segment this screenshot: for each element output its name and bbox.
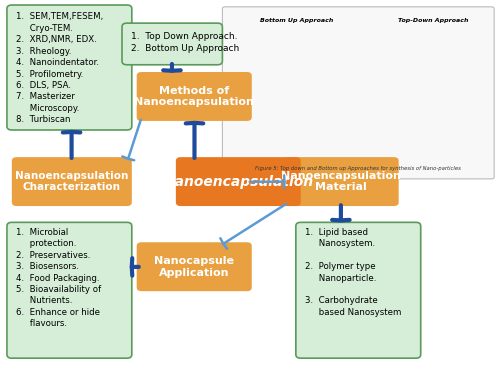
Text: Methods of
Nanoencapsulation: Methods of Nanoencapsulation [134, 86, 254, 107]
FancyBboxPatch shape [137, 72, 252, 121]
FancyBboxPatch shape [223, 7, 494, 179]
FancyBboxPatch shape [7, 5, 132, 130]
FancyBboxPatch shape [296, 222, 421, 358]
Text: 1.  SEM,TEM,FESEM,
     Cryo-TEM.
2.  XRD,NMR, EDX.
3.  Rheology.
4.  Nanoindent: 1. SEM,TEM,FESEM, Cryo-TEM. 2. XRD,NMR, … [16, 12, 103, 124]
Text: 1.  Lipid based
     Nanosystem.

2.  Polymer type
     Nanoparticle.

3.  Carbo: 1. Lipid based Nanosystem. 2. Polymer ty… [305, 228, 401, 317]
Text: Bottom Up Approach: Bottom Up Approach [260, 18, 334, 23]
FancyBboxPatch shape [122, 23, 223, 65]
FancyBboxPatch shape [12, 157, 132, 206]
Text: Nanoencapsulation: Nanoencapsulation [163, 174, 313, 189]
FancyBboxPatch shape [7, 222, 132, 358]
Text: Figure 5: Top down and Bottom up Approaches for synthesis of Nano-particles: Figure 5: Top down and Bottom up Approac… [255, 166, 461, 170]
Text: Nanoencapsulation
Characterization: Nanoencapsulation Characterization [15, 171, 128, 192]
Text: Nanoencapsulation
Material: Nanoencapsulation Material [281, 171, 401, 192]
FancyBboxPatch shape [283, 157, 399, 206]
Text: Top-Down Approach: Top-Down Approach [398, 18, 468, 23]
FancyBboxPatch shape [137, 242, 252, 291]
Text: 1.  Microbial
     protection.
2.  Preservatives.
3.  Biosensors.
4.  Food Packa: 1. Microbial protection. 2. Preservative… [16, 228, 101, 328]
Text: 1.  Top Down Approach.
2.  Bottom Up Approach: 1. Top Down Approach. 2. Bottom Up Appro… [131, 32, 239, 53]
FancyBboxPatch shape [176, 157, 301, 206]
Text: Nanocapsule
Application: Nanocapsule Application [154, 256, 234, 277]
